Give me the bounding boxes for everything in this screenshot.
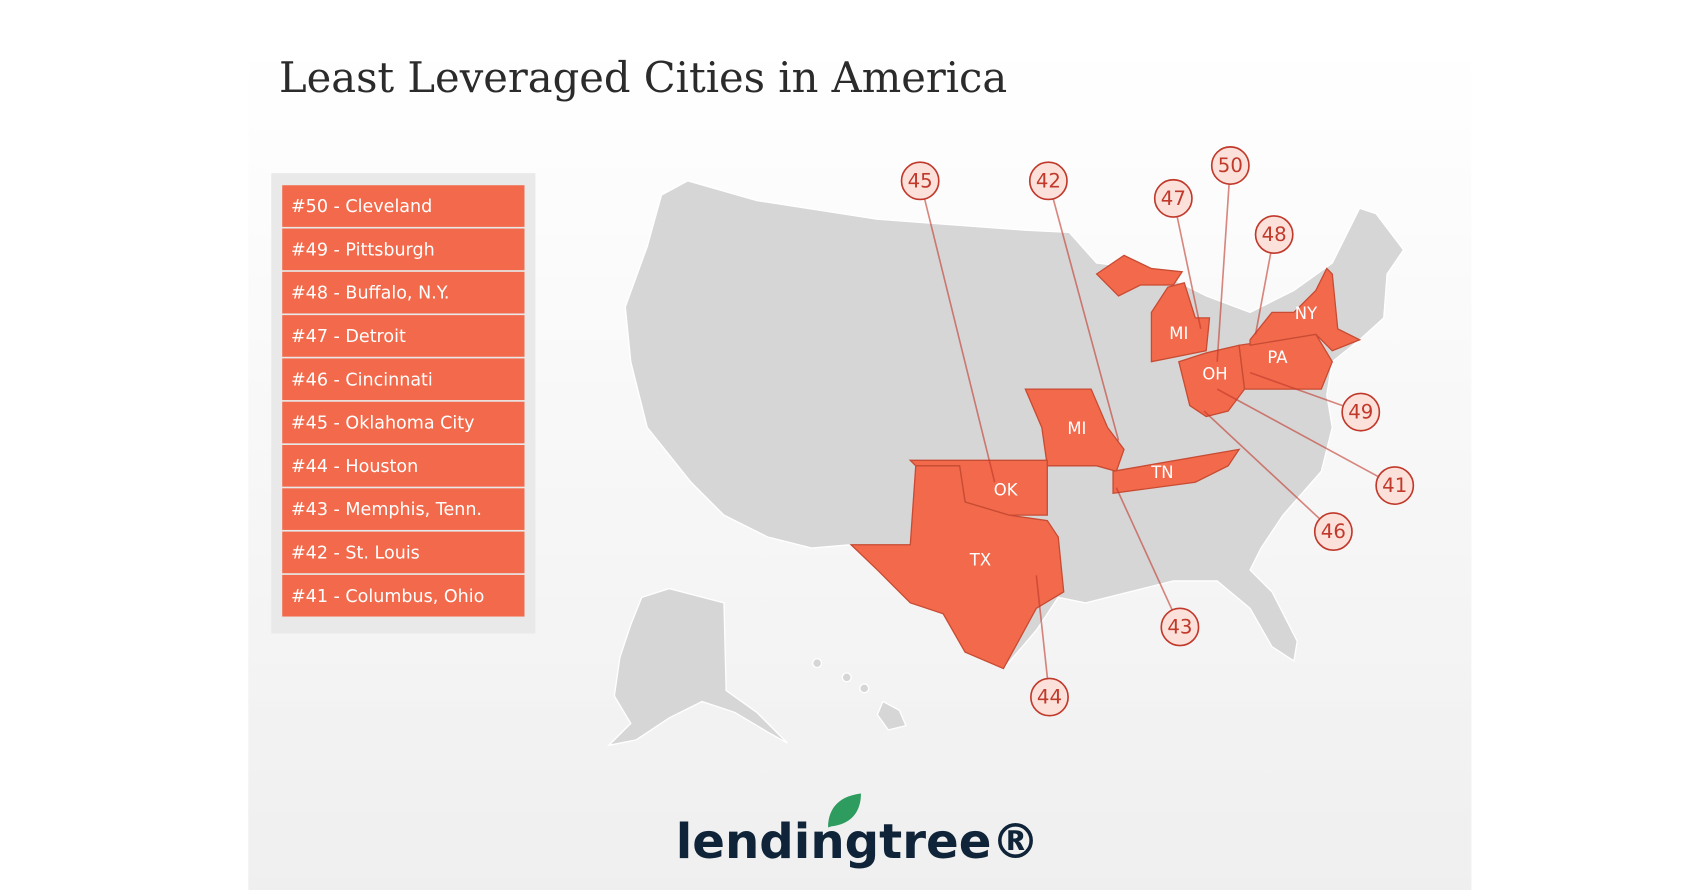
title: Least Leveraged Cities in America xyxy=(279,53,1007,102)
state-labels: MI NY PA OH MI TN OK TX xyxy=(969,304,1318,570)
callout-label: 46 xyxy=(1321,520,1346,543)
list-item-bg xyxy=(282,271,525,314)
hawaii-island xyxy=(812,658,823,669)
callout-label: 48 xyxy=(1262,223,1287,246)
list-item: #49 - Pittsburgh xyxy=(291,240,435,260)
callout-circle xyxy=(900,161,940,201)
callout-label: 43 xyxy=(1167,616,1192,639)
callout-circle xyxy=(1375,466,1415,506)
list-item-bg xyxy=(282,358,525,401)
list-item-bg xyxy=(282,574,525,617)
us-mainland xyxy=(624,180,1405,670)
list-item-bg xyxy=(282,315,525,357)
list-item: #42 - St. Louis xyxy=(291,544,420,564)
list-item: #50 - Cleveland xyxy=(291,197,432,217)
list-item: #41 - Columbus, Ohio xyxy=(291,587,484,607)
state-label: OH xyxy=(1202,364,1227,383)
list-item-bg xyxy=(282,228,525,271)
list-item: #45 - Oklahoma City xyxy=(291,414,474,434)
callout-circle xyxy=(1160,607,1200,647)
callout-circle xyxy=(1030,677,1069,717)
list-item-bg xyxy=(282,401,525,444)
list-item: #48 - Buffalo, N.Y. xyxy=(291,284,449,304)
state-label: MI xyxy=(1169,324,1188,343)
callout-line xyxy=(1216,165,1232,362)
logo: lendingtree® xyxy=(676,814,1040,870)
list-item-bg xyxy=(282,185,525,227)
callout-label: 50 xyxy=(1218,154,1243,177)
callout-circle xyxy=(1313,512,1353,552)
callout-line xyxy=(1035,575,1051,698)
list: #50 - Cleveland #49 - Pittsburgh #48 - Buf… xyxy=(282,185,525,617)
callout-label: 45 xyxy=(908,169,933,192)
state-label: NY xyxy=(1295,304,1318,323)
callout-line xyxy=(1047,180,1120,441)
state-label: TN xyxy=(1150,463,1173,482)
callouts: 45 42 47 50 48 49 41 46 43 44 xyxy=(900,146,1415,717)
callout-line xyxy=(1249,371,1362,413)
callout-label: 44 xyxy=(1037,686,1062,709)
state-new-york xyxy=(1249,267,1362,352)
logo-leaf xyxy=(828,793,861,828)
state-michigan-lower xyxy=(1150,281,1211,363)
callout-circle xyxy=(1210,146,1250,185)
state-texas xyxy=(849,465,1065,670)
callout-label: 42 xyxy=(1036,169,1061,192)
list-item: #46 - Cincinnati xyxy=(291,370,433,390)
state-label: TX xyxy=(969,551,991,570)
callout-line xyxy=(1115,487,1181,628)
callout-label: 41 xyxy=(1382,474,1407,497)
alaska xyxy=(606,587,788,747)
list-item: #43 - Memphis, Tenn. xyxy=(291,500,482,520)
callout-label: 47 xyxy=(1161,187,1186,210)
list-item: #44 - Houston xyxy=(291,457,418,477)
callout-label: 49 xyxy=(1348,401,1373,424)
callout-line xyxy=(1172,198,1202,329)
callout-circle xyxy=(1341,392,1381,432)
state-label: MI xyxy=(1067,419,1086,438)
list-item-bg xyxy=(282,488,525,530)
list-item-bg xyxy=(282,445,525,487)
callout-line xyxy=(919,180,996,483)
state-label: PA xyxy=(1267,348,1288,367)
hawaii-island xyxy=(859,683,870,694)
list-item-bg xyxy=(282,531,525,574)
state-label: OK xyxy=(994,481,1019,500)
state-michigan-upper xyxy=(1095,254,1184,297)
hawaii xyxy=(876,700,907,731)
hawaii-island xyxy=(841,672,852,683)
callout-circle xyxy=(1153,178,1193,218)
callout-line xyxy=(1203,410,1334,533)
us-map xyxy=(606,180,1405,747)
callout-circle xyxy=(1254,215,1294,255)
callout-line xyxy=(1216,388,1396,487)
state-tennessee xyxy=(1112,448,1241,494)
list-item: #47 - Detroit xyxy=(291,327,406,347)
callout-circle xyxy=(1028,161,1068,201)
